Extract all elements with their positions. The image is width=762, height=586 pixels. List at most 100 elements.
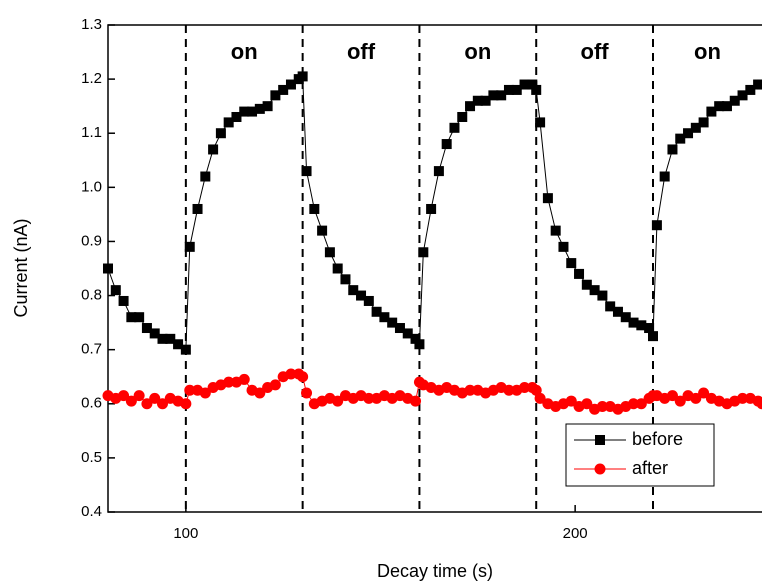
annotation: on [231, 39, 258, 64]
legend-label: after [632, 458, 668, 478]
marker [480, 95, 491, 106]
marker [566, 258, 577, 269]
marker [667, 144, 678, 155]
marker [199, 387, 211, 399]
marker [134, 312, 145, 323]
marker [348, 285, 359, 296]
marker [612, 306, 623, 317]
marker [239, 106, 250, 117]
marker [644, 323, 655, 334]
y-axis-label: Current (nA) [11, 218, 31, 317]
y-tick-label: 0.7 [81, 341, 102, 358]
marker [208, 144, 219, 155]
marker [535, 117, 546, 128]
marker [558, 241, 569, 252]
marker [534, 392, 546, 404]
marker [496, 90, 507, 101]
marker [254, 387, 266, 399]
marker [247, 106, 258, 117]
marker [254, 103, 265, 114]
annotation: on [694, 39, 721, 64]
marker [215, 128, 226, 139]
marker [683, 128, 694, 139]
marker [426, 203, 437, 214]
marker [223, 117, 234, 128]
legend-marker [594, 463, 606, 475]
legend: before after [565, 423, 715, 487]
x-tick-label: 100 [173, 525, 198, 542]
marker [737, 90, 748, 101]
marker [756, 398, 762, 410]
marker [465, 101, 476, 112]
legend-marker [595, 435, 605, 445]
y-tick-label: 0.9 [81, 232, 102, 249]
marker [574, 268, 585, 279]
marker [527, 79, 538, 90]
marker [542, 193, 553, 204]
marker [141, 398, 153, 410]
marker [285, 368, 297, 380]
marker [317, 225, 328, 236]
marker [180, 344, 191, 355]
marker [745, 84, 756, 95]
marker [503, 384, 515, 396]
marker [309, 203, 320, 214]
marker [126, 312, 137, 323]
marker [332, 395, 344, 407]
y-tick-label: 0.4 [81, 503, 102, 520]
marker [589, 285, 600, 296]
marker [301, 166, 312, 177]
marker [394, 323, 405, 334]
marker [714, 101, 725, 112]
marker [379, 312, 390, 323]
marker [550, 225, 561, 236]
marker [565, 395, 577, 407]
y-tick-label: 1.2 [81, 70, 102, 87]
marker [581, 279, 592, 290]
marker [472, 95, 483, 106]
marker [511, 84, 522, 95]
y-tick-label: 0.8 [81, 287, 102, 304]
x-tick-label: 200 [563, 525, 588, 542]
marker [596, 400, 608, 412]
marker [659, 171, 670, 182]
marker [651, 220, 662, 231]
marker [402, 328, 413, 339]
marker [165, 333, 176, 344]
marker [635, 398, 647, 410]
marker [278, 84, 289, 95]
legend-label: before [632, 429, 683, 449]
marker [125, 395, 137, 407]
marker [157, 398, 168, 410]
marker [698, 117, 709, 128]
marker [597, 290, 608, 301]
marker [118, 390, 130, 402]
marker [410, 395, 422, 407]
marker [387, 317, 398, 328]
marker [648, 331, 658, 342]
marker [363, 295, 374, 306]
marker [636, 320, 647, 331]
marker [285, 79, 296, 90]
marker [628, 398, 640, 410]
marker [180, 398, 192, 410]
marker [519, 382, 531, 394]
marker [433, 166, 444, 177]
marker [141, 323, 152, 334]
marker [371, 306, 382, 317]
legend-box [565, 423, 715, 487]
marker [223, 376, 235, 388]
marker [200, 171, 211, 182]
marker [231, 111, 242, 122]
marker [363, 392, 375, 404]
marker [464, 384, 476, 396]
marker [488, 90, 499, 101]
y-tick-label: 1.0 [81, 178, 102, 195]
marker [706, 106, 717, 117]
marker [149, 328, 160, 339]
marker [297, 371, 309, 383]
marker [103, 263, 113, 274]
marker [133, 390, 145, 402]
y-tick-label: 0.6 [81, 395, 102, 412]
